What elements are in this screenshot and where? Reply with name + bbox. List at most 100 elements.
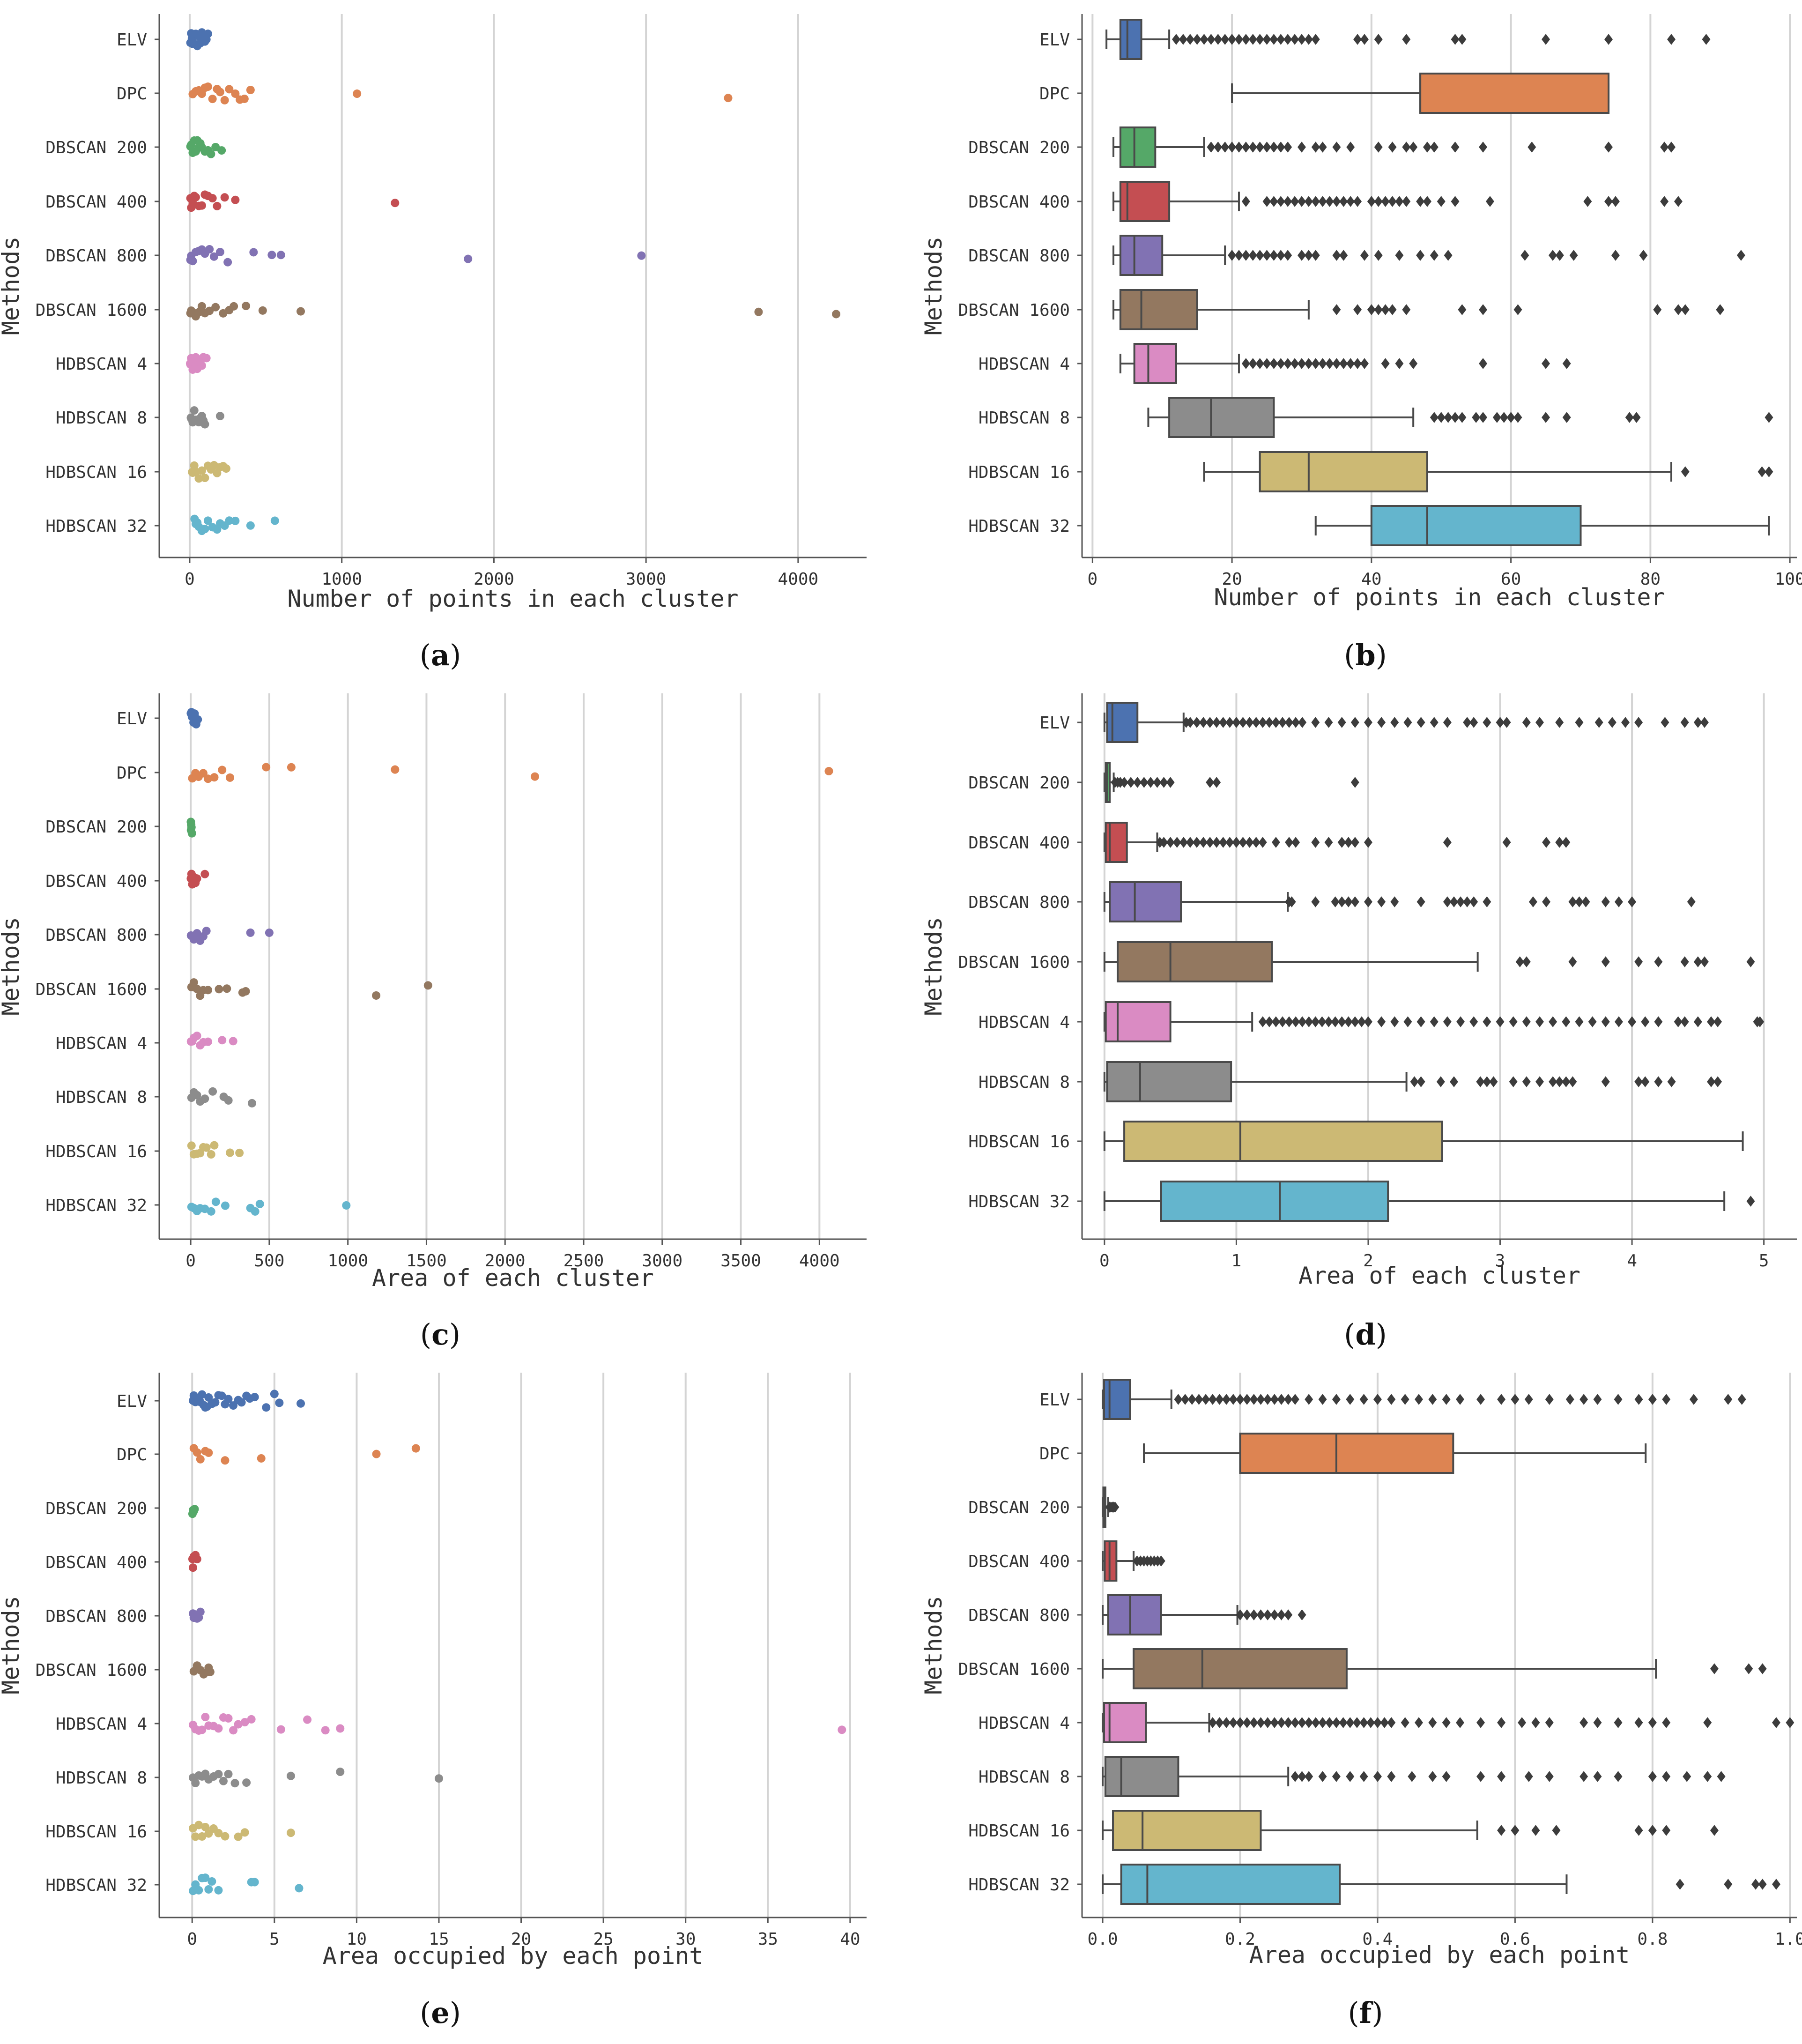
flier-point xyxy=(1614,896,1623,907)
strip-point xyxy=(188,1563,197,1572)
strip-point xyxy=(270,516,279,525)
flier-point xyxy=(1463,717,1472,728)
flier-point xyxy=(1311,141,1320,153)
flier-point xyxy=(1524,1771,1533,1782)
flier-point xyxy=(1463,896,1472,907)
y-axis-title: Methods xyxy=(920,237,947,335)
flier-point xyxy=(1283,141,1292,153)
flier-point xyxy=(1390,717,1399,728)
flier-point xyxy=(1212,777,1221,788)
strip-point xyxy=(824,767,833,776)
flier-point xyxy=(1387,1394,1396,1405)
flier-point xyxy=(1311,1717,1320,1728)
flier-point xyxy=(1549,1076,1557,1087)
flier-point xyxy=(1206,777,1215,788)
flier-point xyxy=(1416,896,1425,907)
flier-point xyxy=(1271,1016,1280,1027)
flier-point xyxy=(1360,358,1369,369)
y-axis-title: Methods xyxy=(0,237,24,335)
x-tick-label: 4000 xyxy=(799,1251,840,1271)
strip-point xyxy=(204,1037,213,1046)
x-axis-title: Area of each cluster xyxy=(372,1264,654,1292)
flier-point xyxy=(1485,196,1494,207)
strip-point xyxy=(240,1718,249,1727)
flier-point xyxy=(1562,1076,1571,1087)
flier-point xyxy=(1483,1016,1491,1027)
flier-point xyxy=(1758,1879,1767,1890)
strip-point xyxy=(247,1099,256,1107)
y-tick-label: ELV xyxy=(1039,1390,1070,1410)
y-tick-label: ELV xyxy=(1039,714,1070,733)
flier-point xyxy=(1395,196,1404,207)
flier-point xyxy=(1337,717,1346,728)
flier-point xyxy=(1199,837,1208,848)
box-iqr xyxy=(1107,1594,1162,1635)
x-tick-label: 0 xyxy=(185,1251,196,1271)
flier-point xyxy=(1350,896,1359,907)
flier-point xyxy=(1746,1196,1755,1207)
strip-point xyxy=(234,1832,243,1841)
x-tick-label: 500 xyxy=(254,1251,284,1271)
strip-point xyxy=(208,1087,217,1096)
y-tick-label: HDBSCAN 16 xyxy=(45,1142,147,1161)
strip-point xyxy=(213,201,222,210)
flier-point xyxy=(1531,1717,1540,1728)
flier-point xyxy=(1318,1771,1327,1782)
strip-point xyxy=(210,1141,219,1150)
flier-point xyxy=(1127,777,1135,788)
flier-point xyxy=(1290,1771,1299,1782)
flier-point xyxy=(1258,717,1267,728)
flier-point xyxy=(1339,1717,1348,1728)
flier-point xyxy=(1511,1394,1520,1405)
flier-point xyxy=(1181,1394,1190,1405)
flier-point xyxy=(1353,196,1362,207)
flier-point xyxy=(1258,837,1267,848)
strip-point xyxy=(336,1768,345,1776)
strip-point xyxy=(208,1877,216,1886)
flier-point xyxy=(1248,358,1257,369)
flier-point xyxy=(1318,358,1327,369)
flier-point xyxy=(1269,196,1278,207)
box-iqr xyxy=(1160,1181,1389,1222)
flier-point xyxy=(1662,1825,1671,1836)
flier-point xyxy=(1269,250,1278,261)
flier-point xyxy=(1444,412,1453,423)
strip-point xyxy=(832,310,841,319)
flier-point xyxy=(1641,1016,1650,1027)
flier-point xyxy=(1416,1016,1425,1027)
flier-point xyxy=(1255,34,1264,45)
flier-point xyxy=(1146,777,1155,788)
strip-point xyxy=(197,201,206,210)
strip-point xyxy=(220,96,229,104)
flier-point xyxy=(1548,250,1557,261)
flier-point xyxy=(1140,777,1149,788)
flier-point xyxy=(1192,717,1201,728)
flier-point xyxy=(1332,358,1341,369)
x-tick-label: 20 xyxy=(1222,570,1242,589)
y-tick-label: HDBSCAN 16 xyxy=(45,463,147,482)
flier-point xyxy=(1353,358,1362,369)
flier-point xyxy=(1193,34,1201,45)
strip-point xyxy=(204,986,213,995)
x-tick-label: 5 xyxy=(269,1930,280,1949)
strip-point xyxy=(197,361,206,370)
flier-point xyxy=(1604,34,1613,45)
flier-point xyxy=(1703,1717,1712,1728)
flier-point xyxy=(1667,141,1676,153)
x-tick-label: 0.4 xyxy=(1362,1930,1393,1949)
flier-point xyxy=(1751,1879,1760,1890)
flier-point xyxy=(1496,717,1505,728)
y-tick-label: HDBSCAN 32 xyxy=(968,1192,1070,1212)
flier-point xyxy=(1654,1076,1663,1087)
strip-point xyxy=(754,307,763,316)
strip-point xyxy=(336,1724,345,1733)
flier-point xyxy=(1270,1717,1279,1728)
y-tick-label: HDBSCAN 8 xyxy=(56,409,147,428)
panel-label: (b) xyxy=(1344,638,1387,672)
flier-point xyxy=(1255,250,1264,261)
flier-point xyxy=(1298,717,1307,728)
flier-point xyxy=(1346,141,1355,153)
flier-point xyxy=(1214,34,1223,45)
strip-point xyxy=(205,306,214,315)
